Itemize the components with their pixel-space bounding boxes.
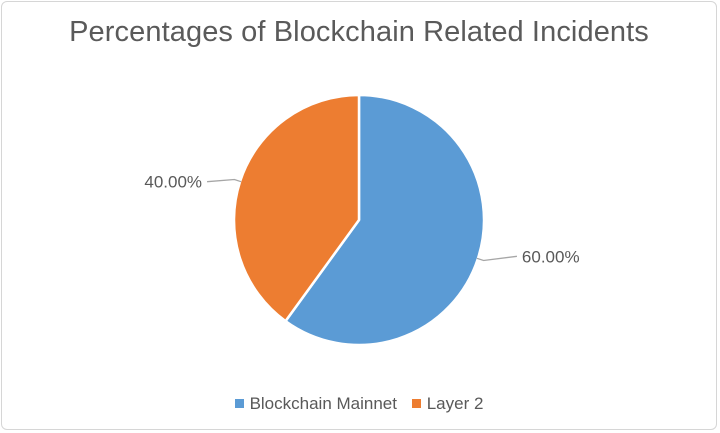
leader-line-layer-2 [207, 178, 242, 183]
leader-lines [207, 178, 518, 262]
legend-item-layer-2: Layer 2 [411, 393, 484, 414]
legend-swatch-layer-2 [411, 399, 421, 408]
legend: Blockchain Mainnet Layer 2 [0, 393, 718, 414]
legend-label-layer-2: Layer 2 [426, 393, 484, 413]
leader-line-blockchain-mainnet [476, 255, 518, 262]
pie-slices [232, 93, 486, 347]
legend-label-blockchain-mainnet: Blockchain Mainnet [249, 393, 397, 413]
data-label-layer-2: 40.00% [144, 173, 202, 192]
legend-item-blockchain-mainnet: Blockchain Mainnet [234, 393, 397, 414]
data-labels: 60.00% 40.00% [144, 173, 579, 267]
legend-swatch-blockchain-mainnet [234, 399, 244, 408]
chart-title: Percentages of Blockchain Related Incide… [69, 16, 649, 48]
data-label-blockchain-mainnet: 60.00% [522, 247, 580, 266]
